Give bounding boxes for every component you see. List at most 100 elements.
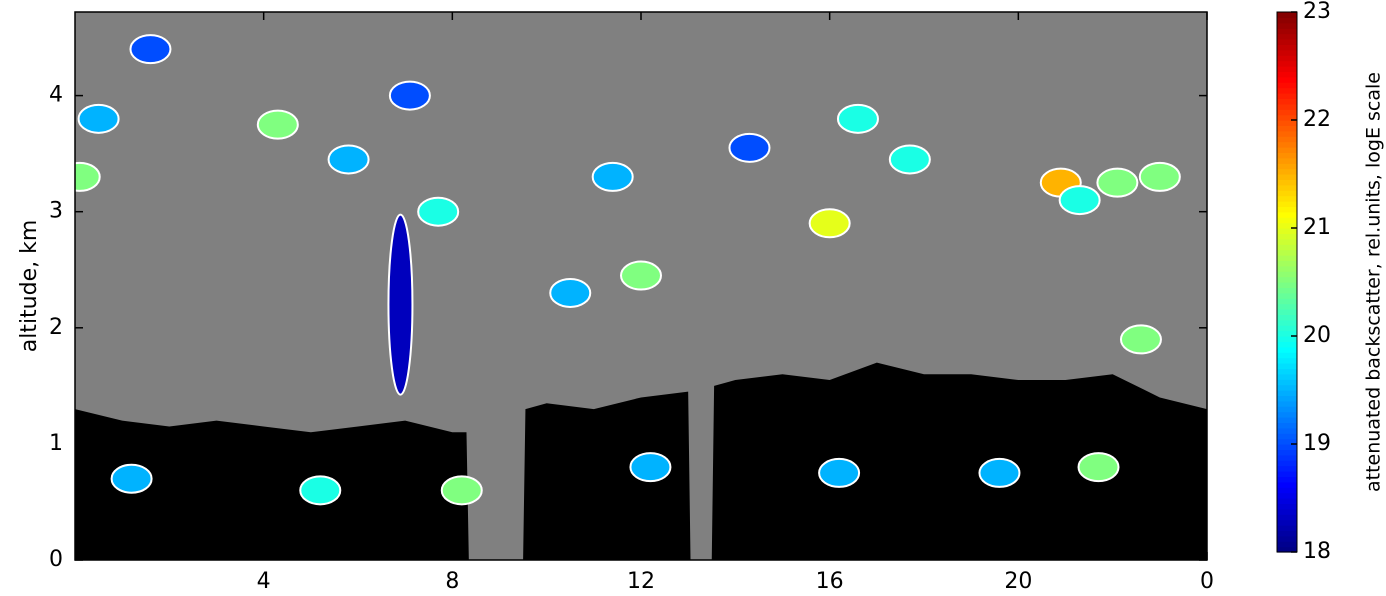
colorbar-segment <box>1277 87 1297 94</box>
colorbar-segment <box>1277 33 1297 40</box>
colorbar-segment <box>1277 530 1297 537</box>
cloud <box>1119 324 1162 355</box>
colorbar-segment <box>1277 379 1297 386</box>
colorbar-segment <box>1277 400 1297 407</box>
colorbar-segment <box>1277 341 1297 348</box>
cloud <box>75 161 101 192</box>
colorbar-segment <box>1277 71 1297 78</box>
colorbar-segment <box>1277 287 1297 294</box>
colorbar-segment <box>1277 508 1297 515</box>
colorbar-segment <box>1277 17 1297 24</box>
colorbar-tick-label: 19 <box>1303 431 1331 456</box>
colorbar-segment <box>1277 336 1297 342</box>
cloud <box>1077 452 1120 483</box>
colorbar-segment <box>1277 282 1297 288</box>
colorbar-segment <box>1277 525 1297 531</box>
cloud <box>388 80 431 111</box>
colorbar-segment <box>1277 109 1297 116</box>
cloud <box>417 196 460 227</box>
x-tick-label: 12 <box>627 569 655 594</box>
colorbar-segment <box>1277 93 1297 99</box>
x-tick-label: 4 <box>257 569 271 594</box>
x-tick-label: 16 <box>816 569 844 594</box>
colorbar-segment <box>1277 265 1297 272</box>
cloud <box>836 103 879 134</box>
colorbar-segment <box>1277 471 1297 477</box>
colorbar-tick-label: 23 <box>1303 0 1331 24</box>
colorbar-segment <box>1277 125 1297 132</box>
colorbar-segment <box>1277 206 1297 213</box>
colorbar-segment <box>1277 60 1297 67</box>
plot-area <box>75 12 1207 560</box>
x-tick-label: 8 <box>445 569 459 594</box>
cloud <box>1138 161 1181 192</box>
colorbar-segment <box>1277 503 1297 510</box>
colorbar-segment <box>1277 55 1297 62</box>
colorbar-segment <box>1277 22 1297 29</box>
cloud <box>591 161 634 192</box>
cloud <box>1058 185 1101 216</box>
cloud <box>978 457 1021 488</box>
colorbar-segment <box>1277 141 1297 148</box>
colorbar-segment <box>1277 233 1297 240</box>
colorbar-segment <box>1277 184 1297 191</box>
colorbar-segment <box>1277 363 1297 369</box>
cloud <box>440 475 483 506</box>
x-tick-label: 20 <box>1004 569 1032 594</box>
colorbar-segment <box>1277 314 1297 321</box>
colorbar-segment <box>1277 201 1297 207</box>
cloud <box>327 144 370 175</box>
colorbar-segment <box>1277 228 1297 234</box>
colorbar-segment <box>1277 179 1297 186</box>
colorbar-segment <box>1277 114 1297 121</box>
colorbar-segment <box>1277 390 1297 396</box>
colorbar-segment <box>1277 168 1297 175</box>
colorbar-segment <box>1277 514 1297 521</box>
colorbar-tick-label: 18 <box>1303 539 1331 564</box>
colorbar-segment <box>1277 255 1297 261</box>
colorbar-segment <box>1277 481 1297 488</box>
colorbar-segment <box>1277 427 1297 434</box>
colorbar-segment <box>1277 449 1297 456</box>
colorbar-segment <box>1277 384 1297 391</box>
colorbar-segment <box>1277 82 1297 89</box>
colorbar-tick-label: 20 <box>1303 323 1331 348</box>
colorbar-segment <box>1277 211 1297 218</box>
colorbar-segment <box>1277 325 1297 332</box>
colorbar-segment <box>1277 319 1297 326</box>
colorbar-segment <box>1277 276 1297 283</box>
colorbar-segment <box>1277 519 1297 526</box>
colorbar-segment <box>1277 174 1297 180</box>
colorbar-segment <box>1277 465 1297 472</box>
colorbar-frame <box>1276 11 1298 553</box>
cloud <box>129 34 172 65</box>
cloud <box>256 109 299 140</box>
colorbar-segment <box>1277 422 1297 429</box>
colorbar-segment <box>1277 130 1297 137</box>
colorbar-segment <box>1277 492 1297 499</box>
y-tick-label: 4 <box>49 83 63 108</box>
colorbar-segment <box>1277 103 1297 110</box>
colorbar-segment <box>1277 357 1297 364</box>
colorbar-segment <box>1277 411 1297 418</box>
colorbar-segment <box>1277 98 1297 105</box>
colorbar-segment <box>1277 120 1297 126</box>
x-tick-label: 0 <box>1200 569 1214 594</box>
y-tick-label: 3 <box>49 199 63 224</box>
cloud <box>77 103 120 134</box>
colorbar-segment <box>1277 454 1297 461</box>
colorbar-segment <box>1277 406 1297 413</box>
y-tick-label: 1 <box>49 431 63 456</box>
colorbar-segment <box>1277 217 1297 224</box>
colorbar-segment <box>1277 309 1297 315</box>
colorbar-segment <box>1277 152 1297 159</box>
colorbar-segment <box>1277 260 1297 267</box>
colorbar-segment <box>1277 249 1297 256</box>
cloud <box>888 144 931 175</box>
y-tick-label: 2 <box>49 315 63 340</box>
colorbar-segment <box>1277 28 1297 35</box>
colorbar-segment <box>1277 163 1297 170</box>
colorbar-segment <box>1277 546 1297 553</box>
colorbar-label: attenuated backscatter, rel.units, logE … <box>1363 72 1385 492</box>
cloud <box>387 213 414 396</box>
